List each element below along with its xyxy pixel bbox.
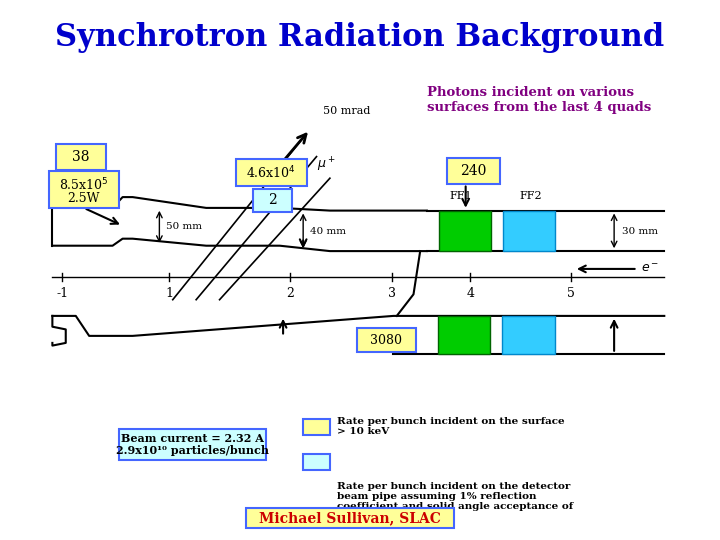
Bar (303, 454, 330, 470)
Text: $\mu^+$: $\mu^+$ (317, 156, 336, 174)
FancyBboxPatch shape (447, 158, 500, 184)
Text: 2: 2 (268, 193, 276, 207)
Text: 4: 4 (467, 287, 474, 300)
FancyBboxPatch shape (356, 328, 415, 352)
Text: 3: 3 (388, 287, 396, 300)
Text: FF2: FF2 (519, 191, 542, 201)
Text: FF1: FF1 (449, 191, 472, 201)
Text: 40 mm: 40 mm (310, 227, 346, 235)
Text: 8.5x10$^5$: 8.5x10$^5$ (59, 177, 109, 193)
Bar (503, 316, 554, 354)
Text: 50 mrad: 50 mrad (323, 106, 371, 116)
Text: Rate per bunch incident on the surface
> 10 keV: Rate per bunch incident on the surface >… (336, 417, 564, 436)
FancyBboxPatch shape (246, 508, 454, 528)
FancyBboxPatch shape (253, 189, 292, 212)
Text: Synchrotron Radiation Background: Synchrotron Radiation Background (55, 22, 665, 52)
Bar (439, 211, 491, 251)
FancyBboxPatch shape (55, 144, 106, 170)
Text: -1: -1 (56, 287, 68, 300)
Text: 4.6x10$^4$: 4.6x10$^4$ (246, 165, 296, 181)
Text: 50 mm: 50 mm (166, 222, 202, 231)
FancyBboxPatch shape (236, 159, 307, 186)
Bar (438, 316, 490, 354)
Bar (303, 418, 330, 435)
FancyBboxPatch shape (120, 429, 266, 460)
Text: 30 mm: 30 mm (622, 227, 658, 235)
Text: 38: 38 (72, 150, 89, 164)
FancyBboxPatch shape (49, 171, 120, 208)
Text: 1: 1 (166, 287, 174, 300)
Text: Photons incident on various
surfaces from the last 4 quads: Photons incident on various surfaces fro… (427, 86, 651, 114)
Text: Beam current = 2.32 A
2.9x10¹⁰ particles/bunch: Beam current = 2.32 A 2.9x10¹⁰ particles… (117, 433, 269, 456)
Bar (503, 211, 555, 251)
Text: Rate per bunch incident on the detector
beam pipe assuming 1% reflection
coeffic: Rate per bunch incident on the detector … (336, 482, 572, 522)
Text: 3080: 3080 (370, 334, 402, 347)
Text: 2.5W: 2.5W (68, 192, 100, 205)
Text: 5: 5 (567, 287, 575, 300)
Text: 2: 2 (286, 287, 294, 300)
Text: 240: 240 (461, 164, 487, 178)
Text: Michael Sullivan, SLAC: Michael Sullivan, SLAC (259, 511, 441, 525)
Text: $e^-$: $e^-$ (641, 262, 660, 275)
